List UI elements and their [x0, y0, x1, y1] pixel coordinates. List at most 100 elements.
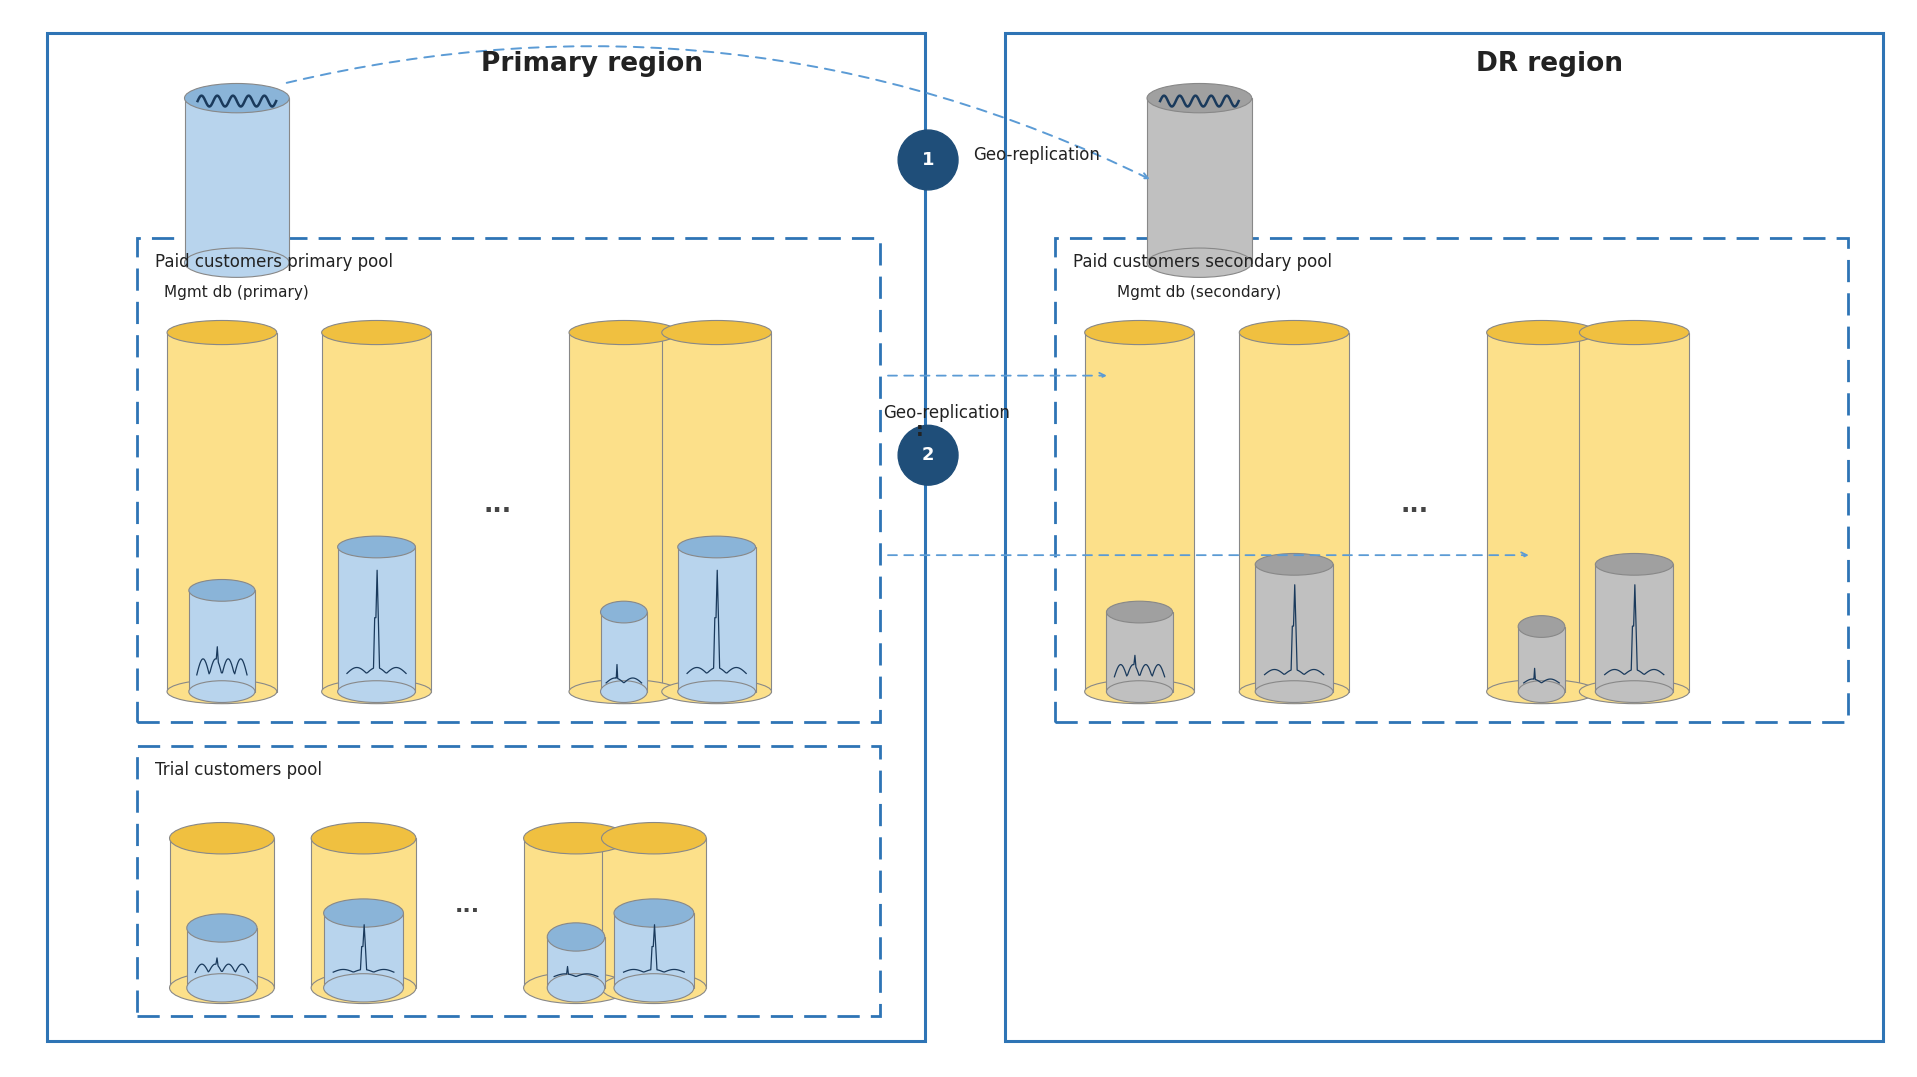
Ellipse shape — [523, 973, 629, 1004]
Bar — [138, 238, 880, 722]
Circle shape — [899, 425, 958, 485]
Ellipse shape — [602, 823, 705, 854]
Ellipse shape — [167, 680, 276, 703]
Ellipse shape — [600, 601, 648, 623]
Ellipse shape — [324, 899, 403, 927]
Ellipse shape — [1106, 681, 1173, 702]
Text: Geo-replication: Geo-replication — [974, 146, 1100, 164]
Ellipse shape — [546, 974, 604, 1002]
Bar — [613, 913, 694, 988]
Bar — [1518, 627, 1564, 691]
Bar — [1054, 238, 1848, 722]
Ellipse shape — [1146, 84, 1252, 113]
Text: ...: ... — [454, 896, 479, 915]
Ellipse shape — [184, 84, 289, 113]
Ellipse shape — [1085, 680, 1194, 703]
Ellipse shape — [324, 974, 403, 1002]
Ellipse shape — [1580, 680, 1689, 703]
Bar — [186, 928, 257, 988]
Ellipse shape — [322, 680, 431, 703]
Bar — [324, 913, 403, 988]
Ellipse shape — [1488, 321, 1597, 345]
Ellipse shape — [1580, 321, 1689, 345]
Ellipse shape — [322, 321, 431, 345]
Ellipse shape — [186, 914, 257, 942]
Text: Trial customers pool: Trial customers pool — [155, 761, 322, 780]
Bar — [1595, 564, 1674, 691]
Bar — [1256, 564, 1332, 691]
Bar — [1005, 33, 1882, 1040]
Bar — [679, 547, 755, 691]
Ellipse shape — [661, 680, 771, 703]
Ellipse shape — [613, 899, 694, 927]
Ellipse shape — [661, 321, 771, 345]
Bar — [1106, 612, 1173, 691]
Ellipse shape — [1488, 680, 1597, 703]
Ellipse shape — [602, 973, 705, 1004]
Ellipse shape — [186, 974, 257, 1002]
Bar — [167, 333, 276, 691]
Bar — [602, 838, 705, 988]
Ellipse shape — [311, 823, 416, 854]
Bar — [569, 333, 679, 691]
Ellipse shape — [569, 680, 679, 703]
Ellipse shape — [167, 321, 276, 345]
Bar — [138, 746, 880, 1016]
Ellipse shape — [569, 321, 679, 345]
Text: 1: 1 — [922, 151, 934, 169]
Ellipse shape — [679, 681, 755, 702]
Ellipse shape — [679, 536, 755, 558]
Bar — [1580, 333, 1689, 691]
Text: ...: ... — [483, 493, 512, 517]
Text: ...: ... — [1401, 493, 1428, 517]
Ellipse shape — [1256, 681, 1332, 702]
Ellipse shape — [190, 579, 255, 601]
Text: Primary region: Primary region — [481, 52, 702, 78]
Ellipse shape — [1106, 601, 1173, 623]
Ellipse shape — [1518, 616, 1564, 638]
Bar — [600, 612, 648, 691]
Ellipse shape — [1146, 248, 1252, 278]
Ellipse shape — [1518, 681, 1564, 702]
Ellipse shape — [311, 973, 416, 1004]
Ellipse shape — [337, 536, 416, 558]
Bar — [169, 838, 274, 988]
Ellipse shape — [169, 973, 274, 1004]
Ellipse shape — [1238, 680, 1350, 703]
Ellipse shape — [1256, 554, 1332, 575]
Text: DR region: DR region — [1476, 52, 1622, 78]
Ellipse shape — [600, 681, 648, 702]
Bar — [48, 33, 926, 1040]
Ellipse shape — [523, 823, 629, 854]
Ellipse shape — [190, 681, 255, 702]
Ellipse shape — [613, 974, 694, 1002]
Ellipse shape — [337, 681, 416, 702]
Ellipse shape — [169, 823, 274, 854]
Bar — [190, 590, 255, 691]
Text: Mgmt db (secondary): Mgmt db (secondary) — [1118, 284, 1281, 299]
Ellipse shape — [1238, 321, 1350, 345]
Text: :: : — [916, 421, 924, 440]
Bar — [546, 937, 604, 988]
Ellipse shape — [1595, 681, 1674, 702]
Text: Paid customers secondary pool: Paid customers secondary pool — [1074, 253, 1332, 270]
Bar — [1238, 333, 1350, 691]
Bar — [1085, 333, 1194, 691]
Bar — [337, 547, 416, 691]
Text: Geo-replication: Geo-replication — [884, 404, 1010, 422]
Ellipse shape — [546, 923, 604, 951]
Text: Mgmt db (primary): Mgmt db (primary) — [165, 284, 309, 299]
Circle shape — [899, 130, 958, 190]
Ellipse shape — [1595, 554, 1674, 575]
Bar — [1146, 98, 1252, 263]
Ellipse shape — [184, 248, 289, 278]
Bar — [1488, 333, 1597, 691]
Bar — [322, 333, 431, 691]
Bar — [184, 98, 289, 263]
Bar — [523, 838, 629, 988]
Bar — [311, 838, 416, 988]
Text: Paid customers primary pool: Paid customers primary pool — [155, 253, 393, 270]
Bar — [661, 333, 771, 691]
Ellipse shape — [1085, 321, 1194, 345]
Text: 2: 2 — [922, 446, 934, 464]
